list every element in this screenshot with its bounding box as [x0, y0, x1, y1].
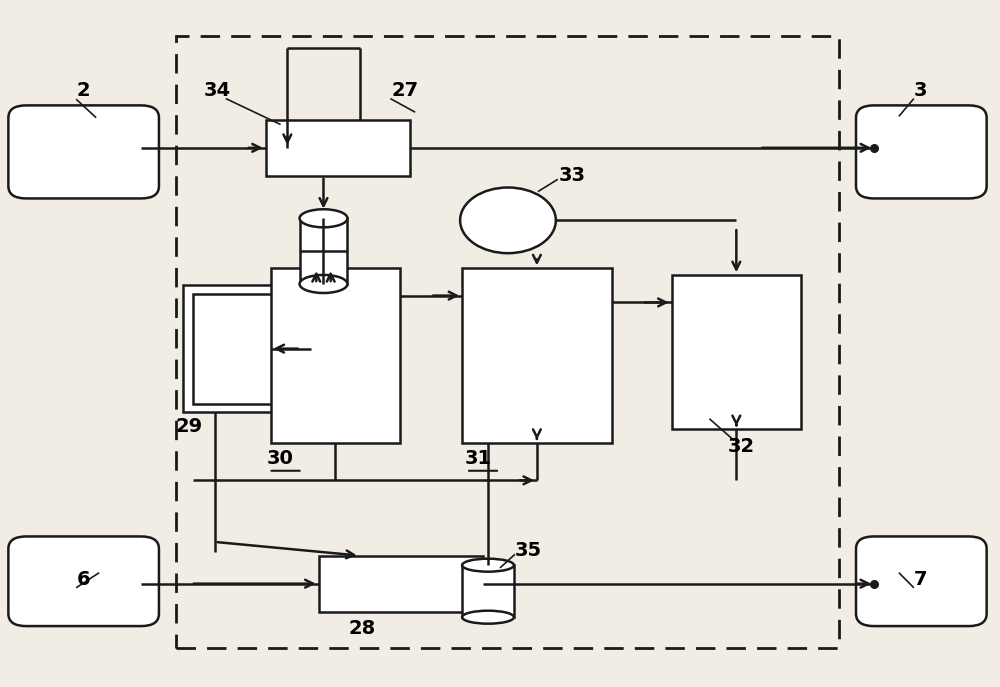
- Bar: [462, 565, 514, 617]
- Text: 6: 6: [76, 570, 90, 589]
- Text: 32: 32: [728, 437, 755, 455]
- Text: 34: 34: [203, 81, 230, 100]
- Text: 29: 29: [175, 418, 202, 436]
- Text: 30: 30: [267, 449, 294, 468]
- Bar: [266, 120, 410, 176]
- FancyBboxPatch shape: [856, 537, 987, 626]
- Bar: [672, 275, 801, 429]
- Text: 7: 7: [914, 570, 928, 589]
- Ellipse shape: [300, 210, 347, 227]
- Text: 3: 3: [914, 81, 928, 100]
- Text: 33: 33: [558, 166, 585, 185]
- Bar: [193, 293, 301, 404]
- Bar: [319, 556, 483, 611]
- Text: 35: 35: [514, 541, 541, 560]
- Text: 31: 31: [464, 449, 492, 468]
- Bar: [300, 218, 347, 284]
- Bar: [183, 285, 311, 412]
- Ellipse shape: [300, 275, 347, 293]
- Point: [866, 578, 882, 589]
- Text: 2: 2: [76, 81, 90, 100]
- FancyBboxPatch shape: [856, 105, 987, 199]
- FancyBboxPatch shape: [8, 537, 159, 626]
- Bar: [176, 36, 839, 648]
- Circle shape: [460, 188, 556, 254]
- Point: [866, 142, 882, 153]
- Bar: [271, 268, 400, 442]
- FancyBboxPatch shape: [8, 105, 159, 199]
- Bar: [462, 268, 612, 442]
- Ellipse shape: [462, 611, 514, 624]
- Ellipse shape: [462, 559, 514, 572]
- Text: 27: 27: [392, 81, 419, 100]
- Text: 28: 28: [349, 619, 376, 638]
